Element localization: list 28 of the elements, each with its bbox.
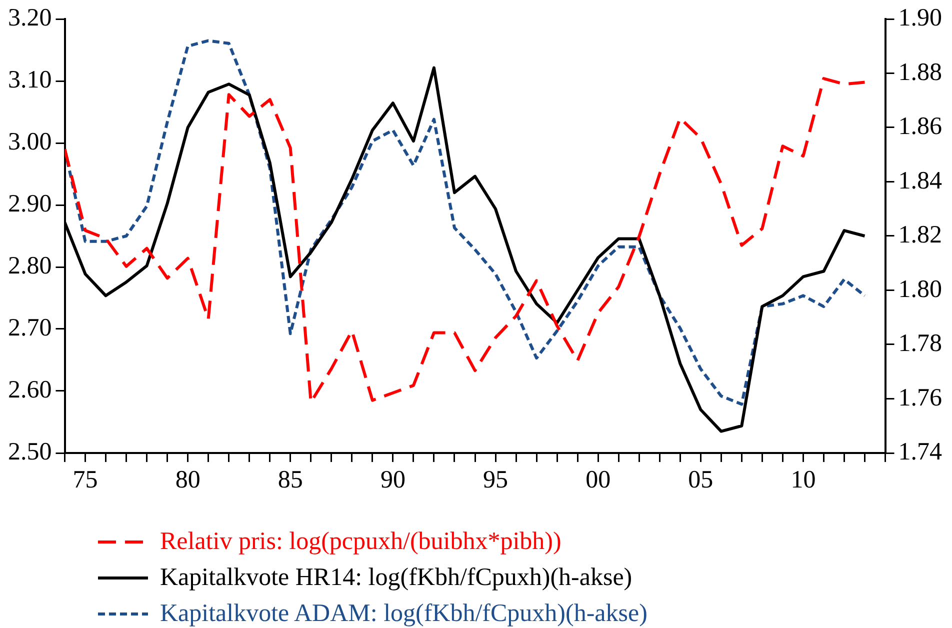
x-tick-label: 75 (72, 466, 98, 494)
y2-tick-label: 1.84 (898, 167, 942, 194)
legend-label: Kapitalkvote HR14: log(fKbh/fCpuxh)(h-akse) (160, 563, 632, 593)
y2-tick-label: 1.82 (898, 222, 942, 249)
x-tick-label: 95 (483, 466, 508, 494)
x-tick-label: 80 (175, 466, 200, 494)
x-tick-label: 10 (790, 466, 816, 494)
y2-tick-label: 1.76 (898, 384, 942, 412)
y2-tick-label: 1.90 (898, 4, 942, 32)
legend-label: Kapitalkvote ADAM: log(fKbh/fCpuxh)(h-akse) (160, 599, 648, 628)
y2-tick-label: 1.86 (898, 113, 942, 140)
y-tick-label: 2.60 (8, 376, 52, 404)
y2-tick-label: 1.80 (898, 276, 942, 303)
x-tick-label: 90 (380, 466, 406, 494)
x-tick-label: 00 (586, 466, 611, 494)
legend-label: Relativ pris: log(pcpuxh/(buibhx*pibh)) (160, 527, 562, 557)
y-tick-label: 2.90 (8, 190, 52, 218)
y2-tick-label: 1.78 (898, 330, 942, 358)
y2-tick-label: 1.88 (898, 58, 942, 86)
y-tick-label: 3.10 (8, 66, 52, 94)
y-tick-label: 2.70 (8, 314, 52, 342)
y-tick-label: 3.20 (8, 4, 52, 32)
x-tick-label: 85 (278, 466, 303, 494)
y-tick-label: 3.00 (8, 128, 52, 156)
y-tick-label: 2.50 (8, 438, 52, 466)
y2-tick-label: 1.74 (898, 438, 942, 466)
x-tick-label: 05 (688, 466, 714, 494)
y-tick-label: 2.80 (8, 252, 52, 280)
